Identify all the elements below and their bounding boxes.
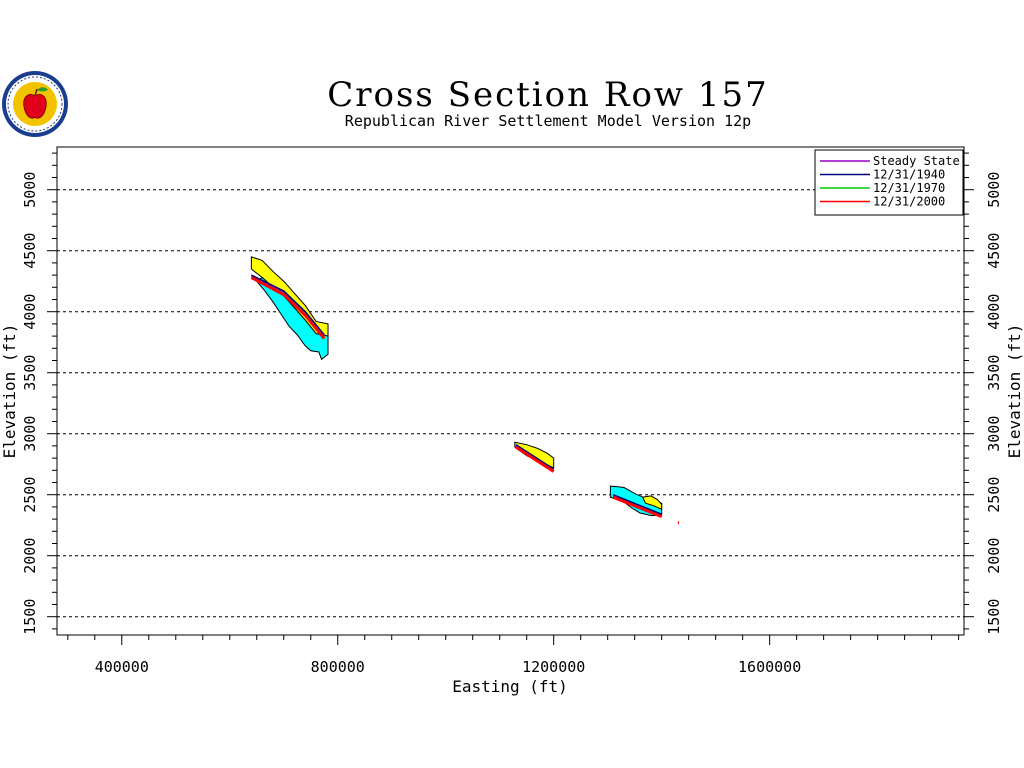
hydrostratigraphic-layers	[250, 256, 663, 516]
layer-polygon	[642, 495, 663, 511]
y-tick-label: 2500	[21, 477, 39, 513]
x-tick-label: 1600000	[738, 658, 801, 676]
layer-polygon	[514, 441, 555, 469]
y-tick-label: 2500	[985, 477, 1003, 513]
y-axis-left: 1500 2000 2500 3000 3500 4000 4500 5000	[21, 152, 57, 635]
chart-subtitle: Republican River Settlement Model Versio…	[345, 112, 751, 130]
y-tick-label: 2000	[985, 538, 1003, 574]
y-tick-label: 4000	[985, 294, 1003, 330]
y-tick-label: 1500	[985, 599, 1003, 635]
y-tick-label: 4500	[985, 233, 1003, 269]
legend-label: 12/31/1940	[873, 168, 945, 182]
x-axis: 400000 800000 1200000 1600000	[67, 635, 960, 676]
series-line	[250, 276, 326, 340]
logo-seal-icon	[2, 71, 68, 137]
y-tick-label: 2000	[21, 538, 39, 574]
x-tick-label: 1200000	[522, 658, 585, 676]
series-line	[515, 444, 555, 470]
y-tick-label: 3000	[985, 416, 1003, 452]
y-axis-right: 1500 2000 2500 3000 3500 4000 4500 5000	[964, 152, 1003, 635]
series-line	[612, 494, 662, 515]
plot-frame	[56, 146, 965, 636]
grid-lines	[57, 189, 964, 618]
chart-title: Cross Section Row 157	[327, 75, 768, 115]
y-tick-label: 5000	[985, 172, 1003, 208]
y-tick-label: 3500	[21, 355, 39, 391]
y-axis-label-right: Elevation (ft)	[1005, 324, 1024, 459]
y-tick-label: 4500	[21, 233, 39, 269]
y-axis-label-left: Elevation (ft)	[0, 324, 19, 459]
legend-label: 12/31/1970	[873, 181, 945, 195]
y-tick-label: 3500	[985, 355, 1003, 391]
y-tick-label: 3000	[21, 416, 39, 452]
x-tick-label: 800000	[311, 658, 365, 676]
water-level-series	[250, 274, 679, 525]
layer-polygon	[256, 276, 329, 361]
y-tick-label: 4000	[21, 294, 39, 330]
x-tick-label: 400000	[95, 658, 149, 676]
legend-label: 12/31/2000	[873, 195, 945, 209]
x-axis-label: Easting (ft)	[452, 677, 568, 696]
y-tick-label: 5000	[21, 172, 39, 208]
series-line	[612, 495, 663, 519]
series-line	[251, 274, 325, 336]
legend: Steady State12/31/194012/31/197012/31/20…	[814, 149, 964, 216]
legend-label: Steady State	[873, 154, 960, 168]
y-tick-label: 1500	[21, 599, 39, 635]
series-line	[251, 275, 325, 337]
series-line	[515, 445, 555, 473]
